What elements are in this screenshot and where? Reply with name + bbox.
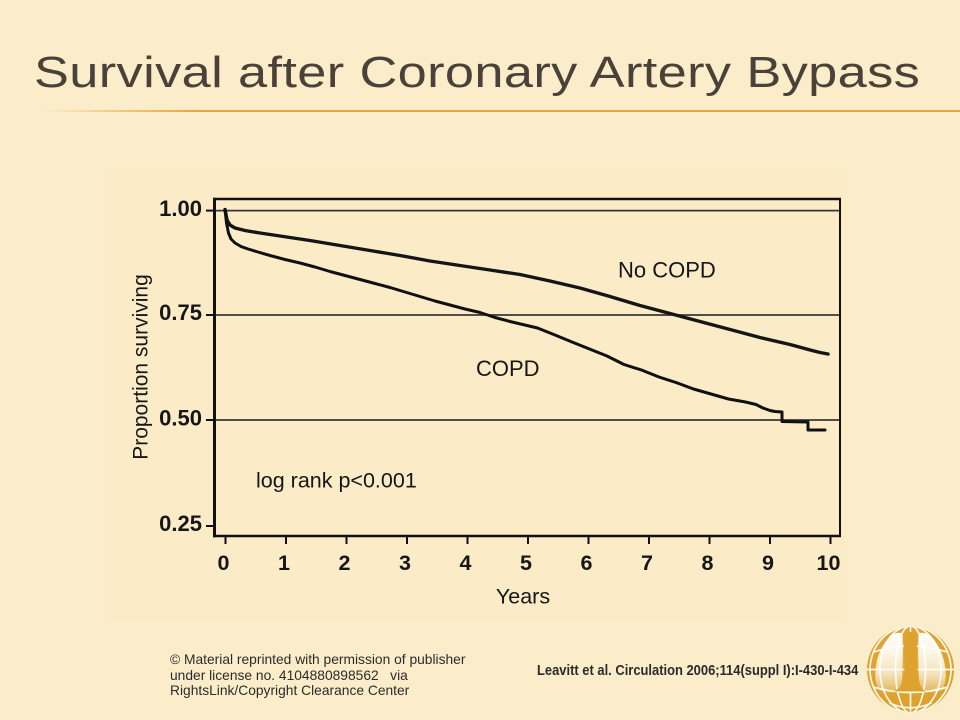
svg-text:7: 7 (641, 551, 653, 575)
svg-text:4: 4 (460, 551, 472, 575)
svg-text:10: 10 (817, 551, 841, 575)
svg-text:Years: Years (496, 585, 550, 609)
svg-text:0.75: 0.75 (159, 300, 202, 325)
svg-text:Proportion surviving: Proportion surviving (130, 274, 153, 460)
svg-text:5: 5 (520, 551, 532, 575)
svg-text:1.00: 1.00 (159, 196, 202, 221)
svg-text:9: 9 (762, 551, 774, 575)
svg-text:0: 0 (218, 551, 230, 575)
svg-text:6: 6 (581, 551, 593, 575)
svg-text:No COPD: No COPD (618, 258, 716, 283)
svg-text:3: 3 (399, 551, 411, 575)
svg-text:2: 2 (339, 551, 351, 575)
svg-text:0.25: 0.25 (159, 511, 202, 536)
svg-text:log rank p<0.001: log rank p<0.001 (256, 469, 417, 493)
svg-text:0.50: 0.50 (159, 406, 202, 431)
svg-text:COPD: COPD (476, 356, 540, 381)
svg-text:1: 1 (278, 551, 290, 575)
svg-text:8: 8 (702, 551, 714, 575)
